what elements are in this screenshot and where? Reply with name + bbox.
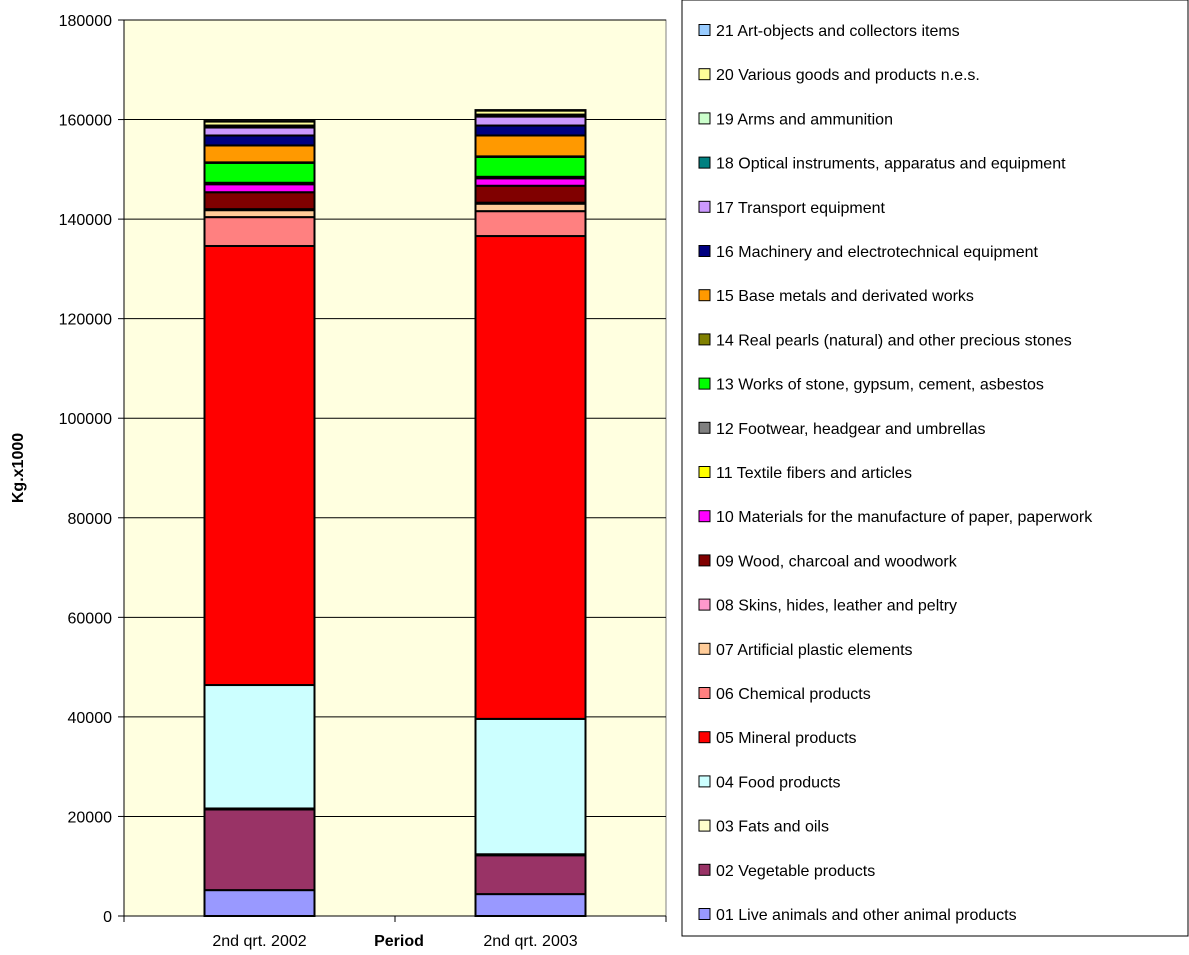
x-tick-label: 2nd qrt. 2002: [212, 933, 306, 950]
bar-segment: [203, 209, 316, 219]
legend-label: 11 Textile fibers and articles: [716, 465, 912, 482]
legend-label: 08 Skins, hides, leather and peltry: [716, 598, 957, 615]
legend-label: 16 Machinery and electrotechnical equipm…: [716, 244, 1039, 261]
legend-swatch: [698, 377, 711, 390]
bar-segment: [203, 120, 316, 123]
bar-segment: [474, 184, 587, 204]
legend-label: 10 Materials for the manufacture of pape…: [716, 509, 1093, 526]
bar-segment: [203, 216, 316, 247]
legend-swatch: [698, 908, 711, 920]
y-tick-label: 80000: [68, 511, 113, 528]
legend-label: 19 Arms and ammunition: [716, 111, 893, 128]
bar-segment: [474, 124, 587, 137]
bar-segment: [203, 183, 316, 194]
bar-segment: [474, 109, 587, 112]
legend-swatch: [698, 554, 711, 567]
bar-segment: [203, 191, 316, 211]
legend-swatch: [698, 200, 711, 213]
legend-label: 01 Live animals and other animal product…: [716, 907, 1017, 924]
bar-segment: [203, 889, 316, 917]
bar-segment: [474, 202, 587, 213]
legend-swatch: [698, 156, 711, 169]
legend-swatch: [698, 775, 711, 788]
legend-swatch: [698, 112, 711, 125]
legend-label: 06 Chemical products: [716, 686, 871, 703]
legend-label: 02 Vegetable products: [716, 863, 875, 880]
bar-segment: [474, 893, 587, 917]
legend-label: 07 Artificial plastic elements: [716, 642, 913, 659]
x-tick-label: 2nd qrt. 2003: [483, 933, 577, 950]
legend-swatch: [698, 731, 711, 744]
bar-segment: [203, 161, 316, 184]
legend-label: 09 Wood, charcoal and woodwork: [716, 553, 958, 570]
legend-swatch: [698, 245, 711, 257]
legend-swatch: [698, 819, 711, 832]
axes: Kg.x1000 Period 0 20000 40000 60000 80000 100…: [10, 13, 667, 950]
bars: [203, 109, 587, 917]
x-axis-title: Period: [374, 933, 424, 950]
legend-label: 04 Food products: [716, 774, 841, 791]
legend-swatch: [698, 68, 711, 81]
bar-segment: [474, 235, 587, 720]
legend-label: 03 Fats and oils: [716, 819, 829, 836]
bar-segment: [474, 115, 587, 127]
bar-segment: [203, 244, 316, 687]
legend-swatch: [698, 642, 711, 655]
legend-label: 18 Optical instruments, apparatus and eq…: [716, 156, 1066, 173]
legend-swatch: [698, 510, 711, 523]
legend-label: 20 Various goods and products n.e.s.: [716, 67, 980, 84]
bar-segment: [474, 717, 587, 856]
legend-swatch: [698, 598, 711, 611]
y-tick-label: 40000: [68, 710, 113, 727]
legend-swatch: [698, 466, 711, 478]
bar-segment: [203, 808, 316, 892]
legend-swatch: [698, 289, 711, 302]
legend-swatch: [698, 421, 711, 434]
bar-segment: [474, 155, 587, 178]
y-tick-label: 180000: [59, 13, 112, 30]
legend-label: 15 Base metals and derivated works: [716, 288, 974, 305]
bar-segment: [203, 144, 316, 164]
y-axis-title: Kg.x1000: [10, 433, 27, 503]
bar-segment: [203, 684, 316, 810]
legend-swatch: [698, 687, 711, 699]
bar-segment: [474, 134, 587, 158]
legend-label: 21 Art-objects and collectors items: [716, 23, 960, 40]
y-tick-label: 160000: [59, 113, 112, 130]
y-tick-label: 120000: [59, 312, 112, 329]
bar-segment: [474, 210, 587, 238]
bar-segment: [203, 134, 316, 147]
y-tick-label: 140000: [59, 212, 112, 229]
bar-segment: [474, 854, 587, 896]
bar-segment: [203, 126, 316, 137]
legend-swatch: [698, 863, 711, 876]
legend-label: 13 Works of stone, gypsum, cement, asbes…: [716, 377, 1044, 394]
legend-label: 12 Footwear, headgear and umbrellas: [716, 421, 986, 438]
y-tick-label: 20000: [68, 809, 113, 826]
bar-segment: [474, 177, 587, 187]
legend-swatch: [698, 24, 711, 36]
legend-swatch: [698, 333, 711, 346]
y-tick-label: 0: [103, 909, 112, 926]
legend-label: 17 Transport equipment: [716, 200, 886, 217]
legend: 21 Art-objects and collectors items 20 Va…: [681, 0, 1189, 937]
legend-label: 14 Real pearls (natural) and other preci…: [716, 332, 1072, 349]
y-tick-label: 60000: [68, 610, 113, 627]
legend-box: [681, 0, 1189, 937]
y-tick-label: 100000: [59, 411, 112, 428]
legend-label: 05 Mineral products: [716, 730, 857, 747]
